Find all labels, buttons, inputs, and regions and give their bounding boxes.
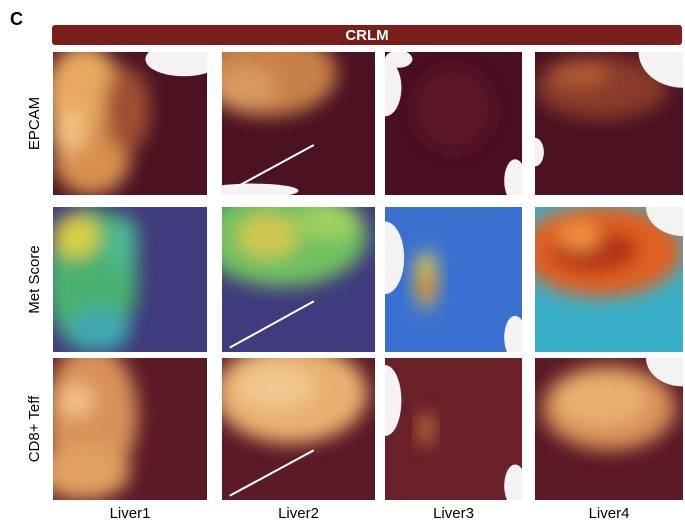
row-label: CD8+ Teff bbox=[26, 395, 43, 462]
row-label: EPCAM bbox=[26, 97, 43, 150]
tile-grid bbox=[38, 16, 685, 507]
heatmap-tile bbox=[535, 330, 685, 500]
heatmap-tile bbox=[45, 207, 207, 352]
column-label: Liver4 bbox=[589, 505, 630, 522]
heatmap-tile bbox=[199, 185, 375, 352]
column-label: Liver2 bbox=[278, 505, 319, 522]
heatmap-tile bbox=[199, 31, 375, 198]
heatmap-tile bbox=[366, 207, 526, 359]
figure: C CRLM EPCAM Met Score CD8+ Teff Liver1 Live… bbox=[0, 0, 685, 525]
column-label: Liver3 bbox=[433, 505, 474, 522]
column-label: Liver1 bbox=[110, 505, 151, 522]
heatmap-tile bbox=[214, 344, 375, 500]
heatmap-tile bbox=[38, 344, 207, 500]
heatmap-tile bbox=[45, 42, 222, 195]
heatmap-tile bbox=[520, 178, 685, 352]
banner-text: CRLM bbox=[345, 27, 388, 44]
panel-label: C bbox=[10, 9, 23, 29]
heatmap-tile bbox=[369, 51, 527, 203]
row-label: Met Score bbox=[26, 245, 43, 313]
heatmap-tile bbox=[369, 358, 527, 507]
